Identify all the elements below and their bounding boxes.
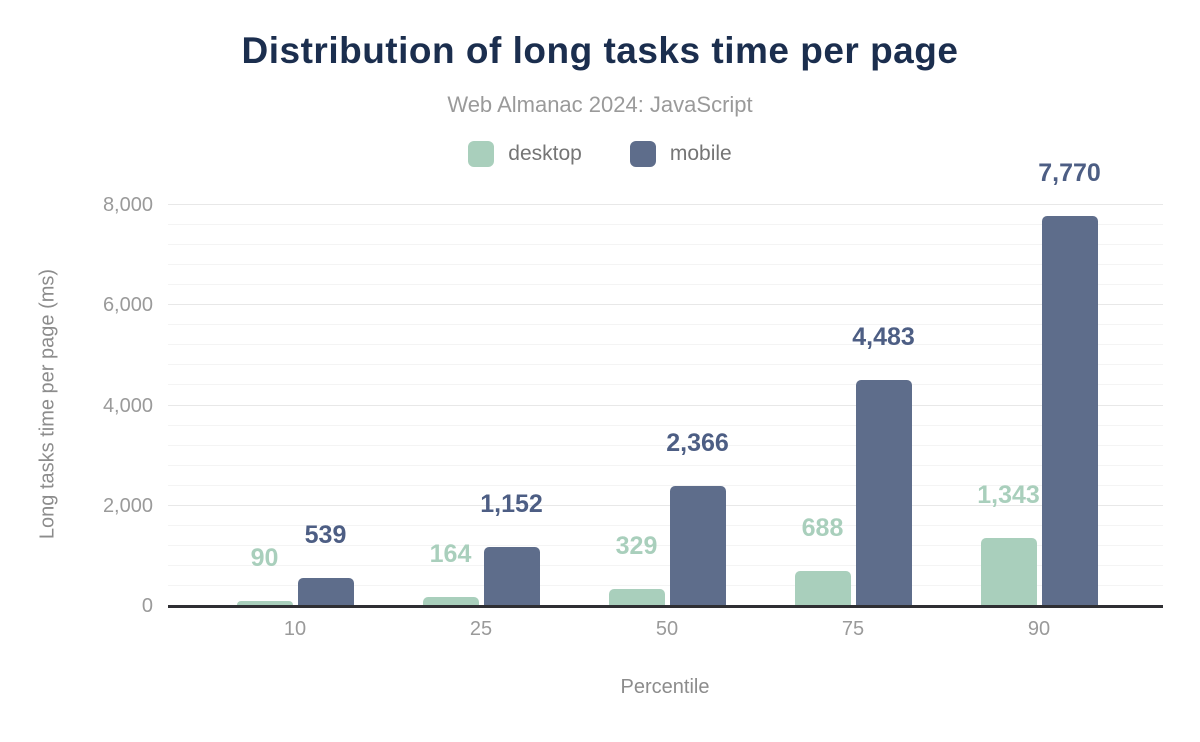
legend-label-desktop: desktop: [508, 142, 582, 165]
bar-mobile-p25[interactable]: [483, 547, 540, 605]
bar-mobile-p10[interactable]: [297, 577, 354, 605]
minor-gridline: [168, 564, 1163, 566]
major-gridline: [168, 204, 1163, 205]
bar-mobile-p75[interactable]: [855, 380, 912, 605]
minor-gridline: [168, 384, 1163, 386]
bar-desktop-p25[interactable]: [422, 596, 479, 605]
minor-gridline: [168, 584, 1163, 586]
bar-label-mobile-p50: 2,366: [666, 429, 729, 458]
bar-label-desktop-p50: 329: [615, 531, 658, 560]
bar-label-desktop-p25: 164: [429, 539, 472, 568]
minor-gridline: [168, 284, 1163, 286]
chart-title: Distribution of long tasks time per page: [241, 30, 959, 71]
minor-gridline: [168, 244, 1163, 246]
x-axis-line: [168, 605, 1163, 608]
y-tick-label: 8,000: [102, 194, 153, 216]
bar-desktop-p50[interactable]: [608, 588, 665, 605]
bar-label-desktop-p75: 688: [801, 513, 844, 542]
bar-label-mobile-p75: 4,483: [852, 323, 915, 352]
minor-gridline: [168, 264, 1163, 266]
major-gridline: [168, 404, 1163, 406]
bar-label-desktop-p10: 90: [250, 543, 279, 572]
bar-desktop-p90[interactable]: [980, 537, 1037, 605]
y-tick-label: 6,000: [102, 294, 153, 317]
bar-mobile-p90[interactable]: [1041, 215, 1098, 605]
x-tick-label: 90: [1027, 618, 1051, 640]
legend-item-desktop[interactable]: desktop: [468, 141, 582, 167]
bar-mobile-p50[interactable]: [669, 486, 726, 605]
x-tick-label: 75: [841, 618, 865, 640]
minor-gridline: [168, 224, 1163, 226]
x-tick-label: 10: [283, 618, 307, 640]
legend: desktop mobile: [0, 141, 1200, 167]
y-tick-label: 2,000: [102, 494, 153, 517]
bar-desktop-p10[interactable]: [236, 600, 293, 605]
minor-gridline: [168, 544, 1163, 546]
minor-gridline: [168, 344, 1163, 346]
x-tick-label: 25: [469, 618, 493, 640]
minor-gridline: [168, 524, 1163, 526]
minor-gridline: [168, 424, 1163, 426]
plot-area: 0 2,000 4,000 6,000 8,000 10 25 50 75 90 90 164 329 6…: [103, 160, 1163, 639]
chart-subtitle: Web Almanac 2024: JavaScript: [447, 92, 753, 117]
major-gridline: [168, 504, 1163, 506]
bar-label-mobile-p10: 539: [304, 520, 347, 549]
minor-gridline: [168, 464, 1163, 466]
y-tick-label: 4,000: [102, 394, 153, 417]
x-tick-label: 50: [655, 618, 679, 640]
major-gridline: [168, 304, 1163, 306]
legend-item-mobile[interactable]: mobile: [629, 141, 732, 167]
minor-gridline: [168, 484, 1163, 486]
y-tick-label: 0: [141, 595, 153, 617]
minor-gridline: [168, 364, 1163, 366]
legend-swatch-desktop-icon: [468, 141, 495, 167]
x-axis-title: Percentile: [620, 676, 710, 698]
minor-gridline: [168, 324, 1163, 326]
bar-label-desktop-p90: 1,343: [977, 480, 1040, 509]
bar-label-mobile-p90: 7,770: [1038, 158, 1101, 187]
bar-label-mobile-p25: 1,152: [480, 490, 543, 519]
minor-gridline: [168, 444, 1163, 446]
bar-desktop-p75[interactable]: [794, 570, 851, 605]
legend-swatch-mobile-icon: [629, 141, 656, 167]
legend-label-mobile: mobile: [669, 142, 732, 165]
